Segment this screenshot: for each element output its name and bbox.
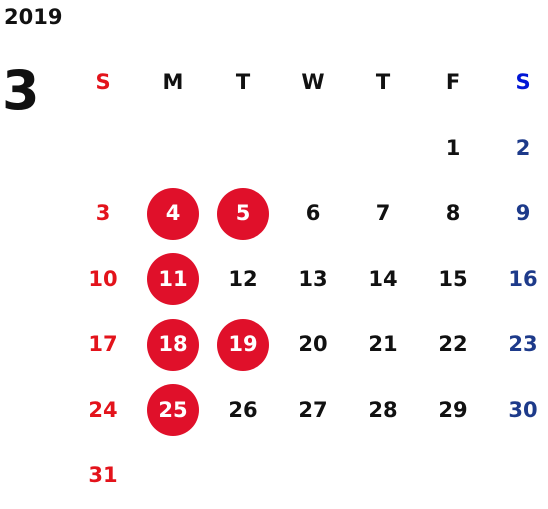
day-number: 26 xyxy=(228,397,258,422)
day-number: 2 xyxy=(515,135,531,160)
empty-day-cell xyxy=(348,116,418,182)
day-cell-17[interactable]: 17 xyxy=(68,312,138,378)
day-number: 23 xyxy=(508,332,538,357)
day-number: 24 xyxy=(88,397,118,422)
day-number: 12 xyxy=(228,266,258,291)
day-cell-25[interactable]: 25 xyxy=(138,378,208,444)
day-number: 28 xyxy=(368,397,398,422)
day-number: 10 xyxy=(88,266,118,291)
day-cell-12[interactable]: 12 xyxy=(208,247,278,313)
calendar-month: 3 xyxy=(2,59,40,122)
day-number: 27 xyxy=(298,397,328,422)
empty-day-cell xyxy=(208,443,278,509)
day-cell-11[interactable]: 11 xyxy=(138,247,208,313)
day-cell-18[interactable]: 18 xyxy=(138,312,208,378)
day-number: 22 xyxy=(438,332,468,357)
day-cell-31[interactable]: 31 xyxy=(68,443,138,509)
day-cell-9[interactable]: 9 xyxy=(488,181,548,247)
empty-day-cell xyxy=(68,116,138,182)
empty-day-cell xyxy=(208,116,278,182)
highlighted-day-marker: 5 xyxy=(217,187,269,240)
day-number: 20 xyxy=(298,332,328,357)
day-cell-24[interactable]: 24 xyxy=(68,378,138,444)
day-cell-3[interactable]: 3 xyxy=(68,181,138,247)
day-number: 14 xyxy=(368,266,398,291)
day-cell-7[interactable]: 7 xyxy=(348,181,418,247)
day-cell-19[interactable]: 19 xyxy=(208,312,278,378)
day-cell-8[interactable]: 8 xyxy=(418,181,488,247)
weekday-header-tuesday: T xyxy=(235,70,251,95)
day-number: 9 xyxy=(515,201,531,226)
day-cell-4[interactable]: 4 xyxy=(138,181,208,247)
day-cell-21[interactable]: 21 xyxy=(348,312,418,378)
day-number: 6 xyxy=(305,201,321,226)
day-cell-1[interactable]: 1 xyxy=(418,116,488,182)
highlighted-day-marker: 19 xyxy=(217,318,269,371)
weekday-header-friday: F xyxy=(445,70,461,95)
day-cell-14[interactable]: 14 xyxy=(348,247,418,313)
day-number: 29 xyxy=(438,397,468,422)
empty-day-cell xyxy=(278,443,348,509)
calendar-year: 2019 xyxy=(4,5,63,29)
calendar-grid: S M T W T F S 1 2 3 4 5 6 7 8 9 10 11 12 13 14 15 16 17 1… xyxy=(68,50,548,509)
empty-day-cell xyxy=(138,443,208,509)
highlighted-day-marker: 11 xyxy=(147,253,199,306)
day-cell-13[interactable]: 13 xyxy=(278,247,348,313)
day-number: 7 xyxy=(375,201,391,226)
weekday-header-wednesday: W xyxy=(301,70,325,95)
empty-day-cell xyxy=(278,116,348,182)
empty-day-cell xyxy=(418,443,488,509)
day-number: 16 xyxy=(508,266,538,291)
day-cell-16[interactable]: 16 xyxy=(488,247,548,313)
weekday-header-saturday: S xyxy=(515,70,531,95)
empty-day-cell xyxy=(488,443,548,509)
day-cell-29[interactable]: 29 xyxy=(418,378,488,444)
day-cell-22[interactable]: 22 xyxy=(418,312,488,378)
highlighted-day-marker: 4 xyxy=(147,187,199,240)
day-cell-27[interactable]: 27 xyxy=(278,378,348,444)
day-number: 3 xyxy=(95,201,111,226)
day-number: 21 xyxy=(368,332,398,357)
day-cell-5[interactable]: 5 xyxy=(208,181,278,247)
day-cell-2[interactable]: 2 xyxy=(488,116,548,182)
day-cell-6[interactable]: 6 xyxy=(278,181,348,247)
highlighted-day-marker: 18 xyxy=(147,318,199,371)
empty-day-cell xyxy=(138,116,208,182)
highlighted-day-marker: 25 xyxy=(147,384,199,437)
day-number: 31 xyxy=(88,463,118,488)
day-number: 30 xyxy=(508,397,538,422)
empty-day-cell xyxy=(348,443,418,509)
weekday-header-thursday: T xyxy=(375,70,391,95)
weekday-header-sunday: S xyxy=(95,70,111,95)
day-number: 8 xyxy=(445,201,461,226)
day-cell-10[interactable]: 10 xyxy=(68,247,138,313)
day-number: 15 xyxy=(438,266,468,291)
day-cell-20[interactable]: 20 xyxy=(278,312,348,378)
day-cell-26[interactable]: 26 xyxy=(208,378,278,444)
day-number: 13 xyxy=(298,266,328,291)
day-cell-15[interactable]: 15 xyxy=(418,247,488,313)
day-cell-28[interactable]: 28 xyxy=(348,378,418,444)
day-cell-30[interactable]: 30 xyxy=(488,378,548,444)
day-cell-23[interactable]: 23 xyxy=(488,312,548,378)
day-number: 1 xyxy=(445,135,461,160)
day-number: 17 xyxy=(88,332,118,357)
weekday-header-monday: M xyxy=(162,70,184,95)
